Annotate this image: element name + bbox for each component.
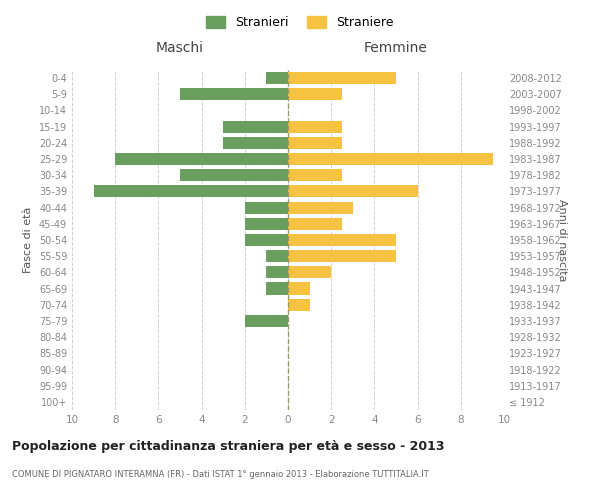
Bar [223,120,288,132]
Text: Maschi: Maschi [156,41,204,55]
Bar [288,186,418,198]
Bar [266,282,288,294]
Bar [288,137,342,149]
Bar [245,202,288,213]
Bar [245,315,288,327]
Text: Femmine: Femmine [364,41,428,55]
Text: Popolazione per cittadinanza straniera per età e sesso - 2013: Popolazione per cittadinanza straniera p… [12,440,445,453]
Bar [288,153,493,165]
Bar [115,153,288,165]
Bar [245,218,288,230]
Bar [288,266,331,278]
Bar [266,266,288,278]
Y-axis label: Anni di nascita: Anni di nascita [557,198,567,281]
Bar [288,282,310,294]
Bar [288,202,353,213]
Bar [94,186,288,198]
Text: COMUNE DI PIGNATARO INTERAMNA (FR) - Dati ISTAT 1° gennaio 2013 - Elaborazione T: COMUNE DI PIGNATARO INTERAMNA (FR) - Dat… [12,470,429,479]
Bar [245,234,288,246]
Bar [288,72,396,84]
Bar [266,250,288,262]
Bar [266,72,288,84]
Bar [288,298,310,311]
Bar [288,120,342,132]
Bar [288,88,342,101]
Bar [288,218,342,230]
Bar [288,169,342,181]
Legend: Stranieri, Straniere: Stranieri, Straniere [202,11,398,34]
Y-axis label: Fasce di età: Fasce di età [23,207,33,273]
Bar [288,234,396,246]
Bar [180,169,288,181]
Bar [180,88,288,101]
Bar [288,250,396,262]
Bar [223,137,288,149]
